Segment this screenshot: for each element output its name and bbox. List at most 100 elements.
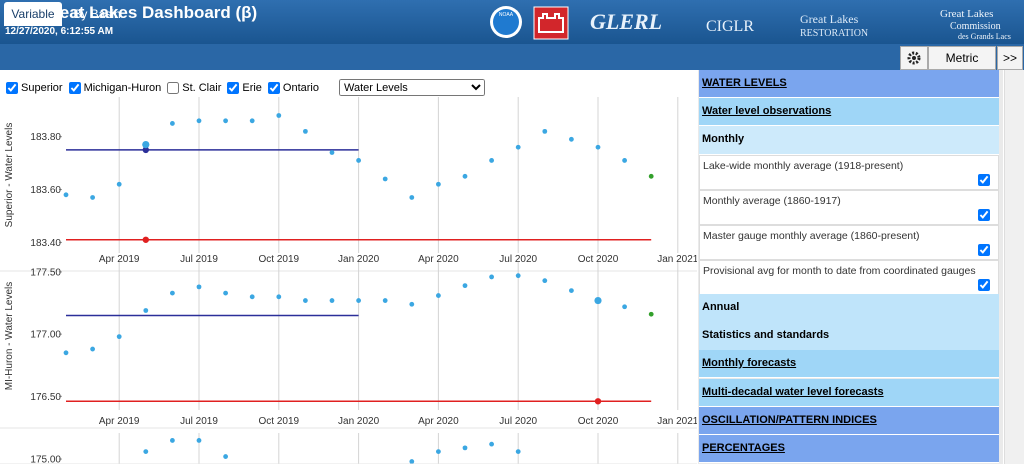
x-tick-label: Apr 2020: [418, 254, 459, 265]
lake-label: Superior: [21, 81, 63, 94]
panel-option[interactable]: Master gauge monthly average (1860-prese…: [699, 225, 999, 260]
x-tick-label: Jan 2021: [657, 416, 697, 427]
data-point: [382, 176, 388, 182]
checkbox[interactable]: [978, 174, 990, 186]
checkbox[interactable]: [167, 81, 180, 94]
x-tick-label: Jul 2019: [180, 254, 218, 265]
data-point: [223, 454, 229, 459]
panel-link[interactable]: Water level observations: [699, 98, 999, 126]
data-point: [622, 304, 627, 310]
data-point: [223, 290, 229, 296]
data-point: [196, 284, 202, 290]
tab[interactable]: By Basin: [73, 7, 121, 21]
data-point: [196, 438, 202, 443]
option-label: Master gauge monthly average (1860-prese…: [703, 230, 920, 242]
data-point: [63, 192, 69, 198]
panel-link[interactable]: Monthly forecasts: [699, 350, 999, 378]
x-tick-label: Apr 2019: [99, 254, 140, 265]
units-button[interactable]: Metric: [928, 46, 996, 70]
commission-line1: Great Lakes: [940, 8, 993, 20]
data-point: [116, 334, 122, 340]
data-point: [569, 136, 574, 142]
y-axis-label: MI-Huron - Water Levels: [4, 282, 15, 391]
header: The Great Lakes Dashboard (β) 12/27/2020…: [0, 0, 1024, 44]
data-point: [515, 273, 521, 279]
lake-label: Michigan-Huron: [83, 81, 162, 94]
data-point: [276, 113, 282, 118]
data-point: [409, 459, 415, 464]
data-point: [249, 118, 255, 124]
data-point: [170, 121, 175, 126]
logos: NOAA GLERL CIGLR Great Lakes RESTORATION…: [490, 6, 1011, 41]
variable-select[interactable]: Water Levels: [339, 79, 485, 96]
panel-section[interactable]: OSCILLATION/PATTERN INDICES: [699, 407, 999, 435]
y-tick-label: 183.60: [30, 185, 61, 196]
settings-button[interactable]: [900, 46, 928, 70]
lake-option[interactable]: Superior: [6, 81, 63, 94]
data-point: [356, 298, 361, 303]
noaa-text: NOAA: [499, 12, 514, 18]
panel-option[interactable]: Monthly average (1860-1917): [699, 190, 999, 225]
checkbox[interactable]: [978, 244, 990, 256]
data-point: [276, 294, 282, 300]
side-panel: WATER LEVELS Water level observations Mo…: [698, 70, 1003, 464]
data-point: [329, 150, 335, 155]
lake-option[interactable]: St. Clair: [167, 81, 222, 94]
data-point: [196, 118, 202, 124]
gear-icon: [907, 51, 921, 65]
checkbox[interactable]: [267, 81, 280, 94]
y-tick-label: 175.00: [30, 455, 61, 464]
checkbox[interactable]: [978, 209, 990, 221]
x-tick-label: Jul 2020: [499, 416, 537, 427]
panel-section[interactable]: PERCENTAGES: [699, 435, 999, 463]
x-tick-label: Apr 2019: [99, 416, 140, 427]
data-point: [515, 144, 521, 150]
panel-group[interactable]: Annual: [699, 294, 999, 323]
option-label: Provisional avg for month to date from c…: [703, 265, 976, 277]
checkbox[interactable]: [978, 279, 990, 291]
data-point: [462, 283, 468, 289]
scrollbar[interactable]: [1004, 70, 1024, 464]
restoration-line1: Great Lakes: [800, 12, 859, 26]
reference-marker: [142, 236, 149, 243]
data-point: [489, 441, 494, 447]
checkbox[interactable]: [68, 81, 81, 94]
data-point: [170, 290, 175, 296]
lake-label: St. Clair: [182, 81, 222, 94]
commission-line2: Commission: [950, 21, 1001, 32]
lake-label: Ontario: [282, 81, 319, 94]
tab[interactable]: Variable: [4, 2, 62, 26]
data-point: [489, 158, 494, 163]
panel-section[interactable]: WATER LEVELS: [699, 70, 999, 98]
data-point: [249, 294, 255, 300]
data-point: [542, 278, 548, 284]
charts: Apr 2019 Jul 2019 Oct 2019 Jan 2020 Apr 2020…: [0, 97, 697, 464]
data-point: [303, 298, 308, 303]
lake-label: Erie: [242, 81, 262, 94]
lake-option[interactable]: Ontario: [267, 81, 319, 94]
panel-link[interactable]: Multi-decadal water level forecasts: [699, 379, 999, 407]
panel-group[interactable]: Statistics and standards: [699, 322, 999, 351]
lake-option[interactable]: Michigan-Huron: [68, 81, 162, 94]
panel-option[interactable]: Lake-wide monthly average (1918-present): [699, 155, 999, 190]
data-point: [594, 296, 602, 305]
panel-option[interactable]: Provisional avg for month to date from c…: [699, 260, 999, 295]
data-point: [622, 158, 627, 163]
data-point: [569, 288, 574, 294]
y-tick-label: 176.50: [30, 392, 61, 403]
lake-option[interactable]: Erie: [227, 81, 262, 94]
ciglr-logo: CIGLR: [706, 18, 754, 35]
x-tick-label: Oct 2019: [259, 254, 300, 265]
timestamp: 12/27/2020, 6:12:55 AM: [5, 26, 114, 37]
checkbox[interactable]: [6, 81, 18, 94]
checkbox[interactable]: [227, 81, 240, 94]
data-point: [648, 311, 654, 317]
x-tick-label: Jul 2020: [499, 254, 537, 265]
expand-button[interactable]: >>: [997, 46, 1023, 70]
panel-group[interactable]: Monthly: [699, 126, 999, 155]
data-point: [436, 293, 441, 298]
y-tick-label: 177.50: [30, 267, 61, 278]
data-point: [63, 350, 69, 356]
restoration-line2: RESTORATION: [800, 28, 868, 39]
usace-castle: [538, 13, 564, 33]
